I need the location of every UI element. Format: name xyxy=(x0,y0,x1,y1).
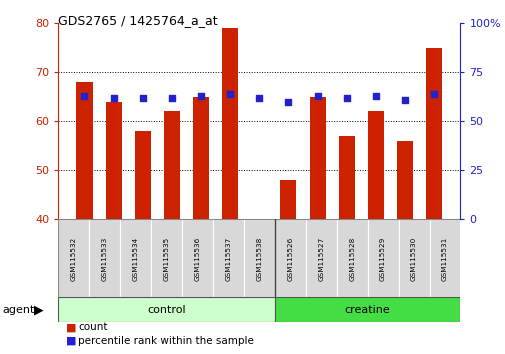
Text: GSM115533: GSM115533 xyxy=(102,236,108,280)
Text: count: count xyxy=(78,322,108,332)
Point xyxy=(400,97,408,102)
Text: GSM115528: GSM115528 xyxy=(348,236,355,280)
Bar xyxy=(367,112,383,219)
Text: ■: ■ xyxy=(66,336,76,346)
Text: GSM115530: GSM115530 xyxy=(410,236,416,280)
Bar xyxy=(106,102,121,219)
Text: agent: agent xyxy=(3,305,35,315)
Bar xyxy=(58,297,274,322)
Bar xyxy=(192,97,209,219)
Bar xyxy=(280,180,296,219)
Text: GSM115535: GSM115535 xyxy=(163,236,169,280)
Text: GSM115527: GSM115527 xyxy=(318,236,324,280)
Text: GSM115536: GSM115536 xyxy=(194,236,200,280)
FancyBboxPatch shape xyxy=(150,219,182,297)
Text: creatine: creatine xyxy=(344,305,390,315)
FancyBboxPatch shape xyxy=(58,219,89,297)
FancyBboxPatch shape xyxy=(120,219,150,297)
Text: GSM115534: GSM115534 xyxy=(132,236,138,280)
FancyBboxPatch shape xyxy=(213,219,243,297)
Bar xyxy=(134,131,150,219)
FancyBboxPatch shape xyxy=(305,219,336,297)
Bar xyxy=(309,97,325,219)
FancyBboxPatch shape xyxy=(336,219,367,297)
FancyBboxPatch shape xyxy=(367,219,398,297)
Point xyxy=(284,99,292,104)
Point xyxy=(80,93,88,98)
Bar xyxy=(164,112,180,219)
Bar xyxy=(222,28,238,219)
Text: GSM115538: GSM115538 xyxy=(256,236,262,280)
Bar xyxy=(425,47,441,219)
Point xyxy=(371,93,379,98)
Point xyxy=(313,93,321,98)
Bar xyxy=(396,141,412,219)
Text: GSM115529: GSM115529 xyxy=(379,236,385,280)
FancyBboxPatch shape xyxy=(182,219,213,297)
Text: ■: ■ xyxy=(66,322,76,332)
Text: GSM115531: GSM115531 xyxy=(441,236,447,280)
Text: percentile rank within the sample: percentile rank within the sample xyxy=(78,336,254,346)
Point xyxy=(196,93,205,98)
Point xyxy=(168,95,176,101)
FancyBboxPatch shape xyxy=(398,219,429,297)
Point xyxy=(110,95,118,101)
Text: ▶: ▶ xyxy=(34,303,44,316)
Point xyxy=(226,91,234,97)
FancyBboxPatch shape xyxy=(89,219,120,297)
FancyBboxPatch shape xyxy=(429,219,460,297)
FancyBboxPatch shape xyxy=(274,219,305,297)
FancyBboxPatch shape xyxy=(243,219,274,297)
Text: GSM115532: GSM115532 xyxy=(71,236,77,280)
Point xyxy=(255,95,263,101)
Text: GSM115526: GSM115526 xyxy=(287,236,293,280)
Bar xyxy=(274,297,460,322)
Text: control: control xyxy=(147,305,185,315)
Text: GSM115537: GSM115537 xyxy=(225,236,231,280)
Point xyxy=(342,95,350,101)
Text: GDS2765 / 1425764_a_at: GDS2765 / 1425764_a_at xyxy=(58,14,217,27)
Point xyxy=(429,91,437,97)
Point xyxy=(138,95,146,101)
Bar xyxy=(76,82,92,219)
Bar xyxy=(338,136,354,219)
